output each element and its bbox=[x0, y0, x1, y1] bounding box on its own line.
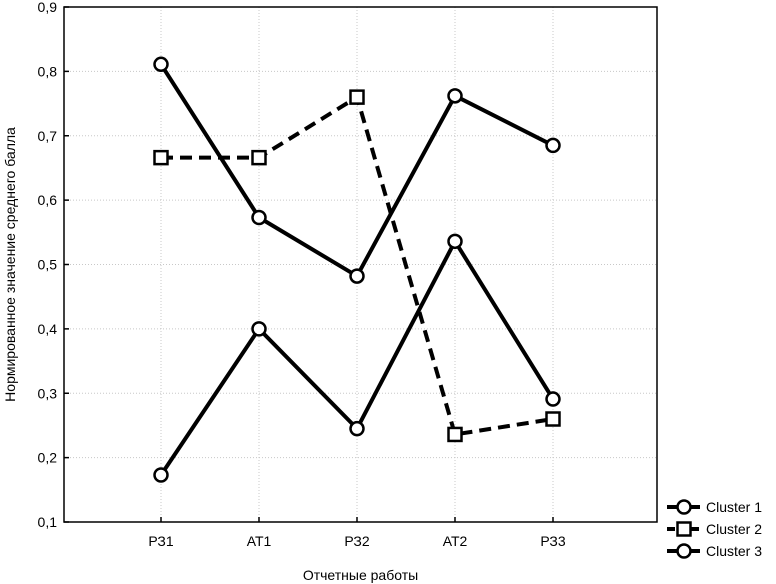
series-cluster-3 bbox=[153, 56, 561, 284]
y-tick-label: 0,4 bbox=[38, 321, 58, 337]
y-tick-label: 0,6 bbox=[38, 192, 58, 208]
y-tick-label: 0,3 bbox=[38, 385, 58, 401]
x-tick-label: АТ2 bbox=[443, 533, 468, 549]
data-point bbox=[349, 420, 365, 437]
y-tick-label: 0,1 bbox=[38, 514, 58, 530]
data-point bbox=[349, 268, 365, 284]
x-tick-label: АТ1 bbox=[247, 533, 272, 549]
legend-item: Cluster 3 bbox=[667, 543, 762, 559]
y-tick-label: 0,9 bbox=[38, 0, 58, 15]
legend-marker bbox=[676, 521, 692, 537]
x-tick-label: РЗ1 bbox=[148, 533, 173, 549]
legend: Cluster 1 Cluster 2 Cluster 3 bbox=[667, 499, 762, 559]
data-point bbox=[251, 321, 267, 337]
data-point bbox=[153, 56, 169, 73]
legend-item: Cluster 2 bbox=[667, 521, 762, 537]
series-cluster-2 bbox=[153, 89, 561, 443]
data-point bbox=[349, 89, 365, 105]
legend-marker bbox=[676, 499, 692, 515]
x-tick-label: РЗ3 bbox=[540, 533, 565, 549]
x-axis: РЗ1 АТ1 РЗ2 АТ2 РЗ3 bbox=[148, 517, 566, 549]
legend-label: Cluster 1 bbox=[706, 499, 762, 515]
y-axis-title: Нормированное значение среднего балла bbox=[2, 127, 18, 402]
grid bbox=[64, 6, 657, 523]
data-point bbox=[251, 209, 267, 226]
data-point bbox=[545, 411, 561, 427]
legend-item: Cluster 1 bbox=[667, 499, 762, 515]
legend-label: Cluster 2 bbox=[706, 521, 762, 537]
y-tick-label: 0,2 bbox=[38, 450, 58, 466]
x-tick-label: РЗ2 bbox=[344, 533, 369, 549]
y-tick-label: 0,5 bbox=[38, 257, 58, 273]
data-point bbox=[251, 149, 267, 166]
x-axis-title: Отчетные работы bbox=[303, 567, 418, 583]
data-point bbox=[447, 426, 463, 443]
data-point bbox=[447, 88, 463, 104]
legend-label: Cluster 3 bbox=[706, 543, 762, 559]
data-point bbox=[545, 391, 561, 407]
series-layer bbox=[153, 56, 561, 483]
data-point bbox=[447, 233, 463, 250]
data-point bbox=[545, 137, 561, 154]
y-axis: 0,1 0,2 0,3 0,4 0,5 0,6 0,7 0,8 0,9 bbox=[38, 0, 69, 530]
data-point bbox=[153, 467, 169, 483]
y-tick-label: 0,8 bbox=[38, 63, 58, 79]
legend-marker bbox=[676, 543, 692, 559]
data-point bbox=[153, 149, 169, 166]
y-tick-label: 0,7 bbox=[38, 128, 58, 144]
series-cluster-1 bbox=[153, 233, 561, 483]
